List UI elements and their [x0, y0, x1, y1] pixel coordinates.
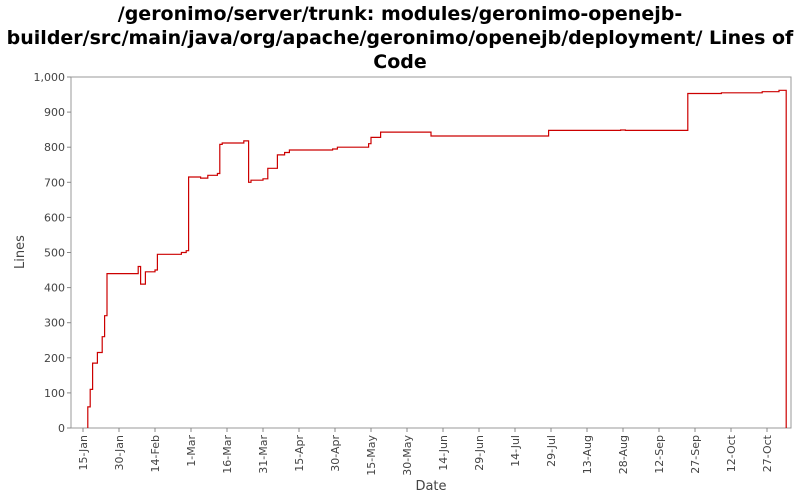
chart-title-line-3: Code — [373, 51, 427, 73]
y-axis: 0 100 200 300 400 500 600 700 800 900 1,000 — [34, 71, 71, 435]
y-tick-label: 600 — [44, 211, 65, 224]
x-tick-label: 1-Mar — [185, 435, 198, 467]
x-tick-label: 27-Oct — [761, 434, 774, 472]
y-tick-label: 1,000 — [34, 71, 66, 84]
x-tick-label: 14-Jun — [437, 435, 450, 471]
y-tick-label: 500 — [44, 247, 65, 260]
x-tick-label: 15-Jan — [77, 435, 90, 471]
x-tick-label: 31-Mar — [257, 435, 270, 474]
x-tick-label: 15-Apr — [293, 435, 306, 472]
x-tick-label: 30-May — [401, 435, 414, 476]
y-tick-label: 800 — [44, 141, 65, 154]
x-tick-label: 12-Sep — [653, 435, 666, 474]
x-tick-label: 12-Oct — [725, 434, 738, 472]
x-tick-label: 13-Aug — [581, 435, 594, 474]
series-line — [87, 89, 787, 428]
y-tick-label: 400 — [44, 282, 65, 295]
x-tick-label: 29-Jul — [545, 435, 558, 467]
y-tick-label: 300 — [44, 317, 65, 330]
y-tick-label: 200 — [44, 352, 65, 365]
x-tick-label: 30-Jan — [113, 435, 126, 471]
chart-title-line-1: /geronimo/server/trunk: modules/geronimo… — [117, 3, 683, 25]
y-tick-label: 0 — [58, 422, 65, 435]
x-tick-label: 15-May — [365, 435, 378, 476]
x-tick-label: 16-Mar — [221, 435, 234, 474]
x-tick-label: 28-Aug — [617, 435, 630, 474]
series-group — [87, 89, 787, 428]
chart-title-line-2: builder/src/main/java/org/apache/geronim… — [6, 27, 794, 49]
x-tick-label: 14-Jul — [509, 435, 522, 467]
plot-area — [70, 76, 792, 429]
y-tick-label: 700 — [44, 176, 65, 189]
x-tick-label: 14-Feb — [149, 435, 162, 472]
y-tick-label: 100 — [44, 387, 65, 400]
chart-title: /geronimo/server/trunk: modules/geronimo… — [0, 2, 800, 74]
y-tick-label: 900 — [44, 106, 65, 119]
x-tick-label: 29-Jun — [473, 435, 486, 471]
x-axis-label: Date — [415, 479, 446, 494]
x-tick-label: 27-Sep — [689, 435, 702, 474]
x-tick-label: 30-Apr — [329, 435, 342, 472]
y-axis-label: Lines — [13, 235, 28, 269]
x-axis: 15-Jan 30-Jan 14-Feb 1-Mar 16-Mar 31-Mar 15-Ap… — [77, 428, 774, 476]
